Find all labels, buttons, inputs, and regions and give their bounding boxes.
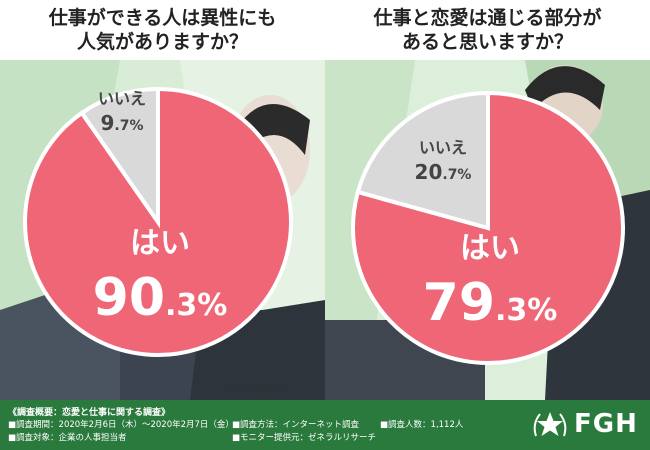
- chart-2-title-line-2: あると思いますか？: [401, 31, 573, 53]
- header: 仕事ができる人は異性にも 人気がありますか？ 仕事と恋愛は通じる部分が あると思…: [0, 0, 650, 60]
- footer: 《調査概要：恋愛と仕事に関する調査》 ■調査期間：2020年2月6日（木）～20…: [0, 400, 650, 450]
- survey-period: ■調査期間：2020年2月6日（木）～2020年2月7日（金）: [8, 420, 234, 430]
- chart-2-sample-size: (n=1,111人): [557, 383, 618, 395]
- survey-title: 《調査概要：恋愛と仕事に関する調査》: [8, 408, 171, 418]
- chart-2-title: 仕事と恋愛は通じる部分が あると思いますか？: [325, 6, 650, 54]
- survey-method: ■調査方法：インターネット調査: [232, 420, 360, 430]
- chart-2-slice-no: [355, 90, 490, 231]
- chart-1-title-line-2: 人気がありますか？: [76, 31, 248, 53]
- chart-2-no-value: 20.7%: [415, 160, 472, 184]
- chart-1-title: 仕事ができる人は異性にも 人気がありますか？: [0, 6, 325, 54]
- chart-1-no-value: 9.7%: [100, 111, 143, 135]
- pie-charts: はい 90.3% いいえ 9.7% (n=1,112人) はい 79.3% いいえ 20.7% (…: [25, 86, 623, 395]
- chart-2-yes-value: 79.3%: [423, 273, 558, 333]
- chart-1-slice-no: [79, 86, 160, 229]
- chart-2-title-line-1: 仕事と恋愛は通じる部分が: [373, 7, 602, 29]
- logo-text: FGH: [574, 409, 638, 439]
- chart-1-yes-value: 90.3%: [93, 268, 228, 328]
- chart-1-yes-label: はい: [130, 226, 190, 261]
- survey-count: ■調査人数：1,112人: [380, 420, 464, 430]
- chart-2-yes-label: はい: [460, 231, 520, 266]
- chart-1-no-label: いいえ: [98, 89, 146, 108]
- survey-target: ■調査対象：企業の人事担当者: [8, 433, 127, 443]
- star-laurel-icon: [533, 412, 567, 437]
- chart-1-title-line-1: 仕事ができる人は異性にも: [48, 7, 277, 29]
- survey-provider: ■モニター提供元：ゼネラルリサーチ: [232, 433, 377, 443]
- chart-2-no-label: いいえ: [419, 138, 467, 157]
- chart-1-sample-size: (n=1,112人): [227, 383, 288, 395]
- infographic: 仕事ができる人は異性にも 人気がありますか？ 仕事と恋愛は通じる部分が あると思…: [0, 0, 650, 400]
- fgh-logo: FGH: [530, 406, 642, 444]
